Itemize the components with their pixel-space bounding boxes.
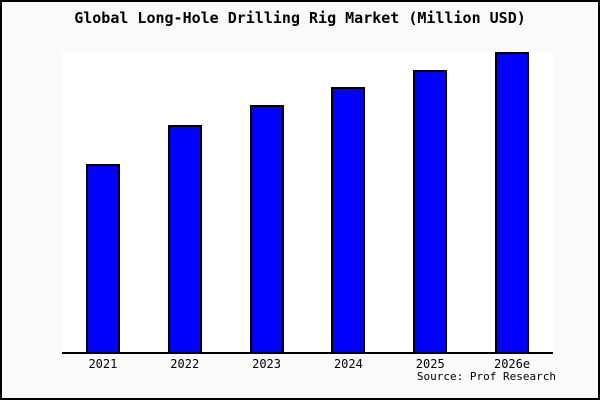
x-tick-label-2023: 2023 [252, 357, 282, 371]
chart-title: Global Long-Hole Drilling Rig Market (Mi… [74, 9, 526, 27]
bar-slot [389, 52, 471, 352]
x-tick-label-2025: 2025 [415, 357, 445, 371]
x-tick-label-2022: 2022 [170, 357, 200, 371]
bar-slot [226, 52, 308, 352]
bars-container [62, 52, 553, 352]
bar-2022 [167, 124, 202, 352]
bar-slot [144, 52, 226, 352]
x-tick-label-2024: 2024 [333, 357, 363, 371]
source-note: Source: Prof Research [416, 370, 556, 383]
bar-slot [471, 52, 553, 352]
bar-slot [307, 52, 389, 352]
bar-slot [62, 52, 144, 352]
plot-area [62, 52, 553, 354]
bar-2025 [413, 70, 448, 352]
x-axis-labels: 2021 2022 2023 2024 2025 2026e [62, 357, 553, 371]
bar-2024 [331, 87, 366, 352]
x-tick-label-2026e: 2026e [493, 357, 531, 371]
x-tick-label-2021: 2021 [88, 357, 118, 371]
bar-2021 [85, 163, 120, 352]
bar-2023 [249, 105, 284, 352]
bar-2026e [495, 52, 530, 352]
